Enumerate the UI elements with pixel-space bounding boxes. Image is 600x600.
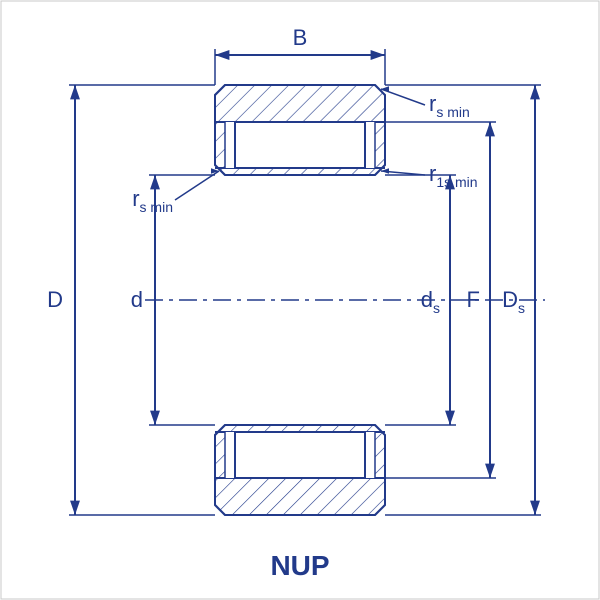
label-rs-min-inner: rs min (132, 186, 173, 215)
svg-text:d: d (131, 287, 143, 312)
label-r1s-min: r1s min (429, 161, 478, 190)
svg-text:F: F (467, 287, 480, 312)
label-rs-min-outer: rs min (429, 91, 470, 120)
svg-text:ds: ds (421, 287, 440, 316)
label-B: B (293, 25, 308, 50)
diagram-title: NUP (270, 550, 329, 581)
svg-text:D: D (47, 287, 63, 312)
svg-text:Ds: Ds (502, 287, 525, 316)
bearing-cross-section-diagram: B Dd ds F Ds rs min r1s min rs min NUP (0, 0, 600, 600)
